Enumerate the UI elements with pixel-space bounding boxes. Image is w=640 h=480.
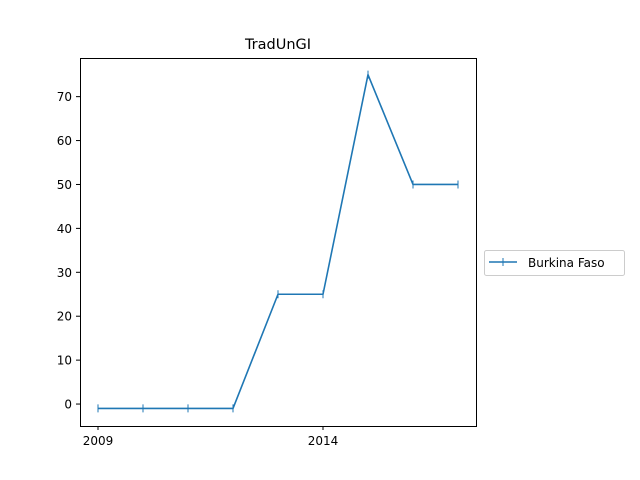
legend: Burkina Faso <box>484 250 625 276</box>
chart-title: TradUnGI <box>244 37 311 53</box>
y-tick-label: 10 <box>57 354 72 368</box>
legend-label: Burkina Faso <box>528 256 605 270</box>
y-tick-label: 0 <box>64 398 72 412</box>
y-tick-label: 30 <box>57 266 72 280</box>
x-tick-label: 2014 <box>308 434 339 448</box>
y-tick-label: 60 <box>57 134 72 148</box>
y-tick-label: 20 <box>57 310 72 324</box>
plot-area <box>97 70 459 413</box>
y-tick-label: 70 <box>57 90 72 104</box>
y-axis: 0 10 20 30 40 50 60 70 <box>57 90 80 412</box>
legend-box <box>484 250 625 276</box>
x-tick-label: 2009 <box>83 434 114 448</box>
axes-frame <box>80 58 477 427</box>
y-tick-label: 40 <box>57 222 72 236</box>
y-tick-label: 50 <box>57 178 72 192</box>
